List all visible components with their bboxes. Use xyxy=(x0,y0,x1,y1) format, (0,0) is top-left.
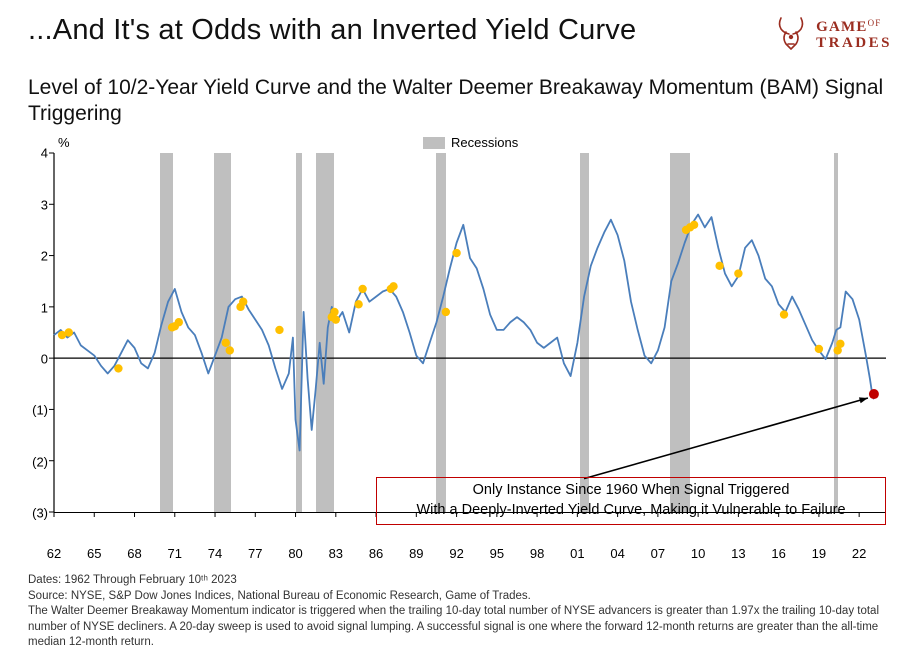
y-axis-unit: % xyxy=(58,135,70,150)
x-tick-label: 98 xyxy=(530,546,544,561)
x-tick-label: 10 xyxy=(691,546,705,561)
x-tick-label: 71 xyxy=(168,546,182,561)
legend-label: Recessions xyxy=(451,135,518,150)
x-tick-label: 07 xyxy=(651,546,665,561)
x-tick-label: 13 xyxy=(731,546,745,561)
x-tick-label: 65 xyxy=(87,546,101,561)
y-tick-label: 3 xyxy=(24,197,48,212)
x-tick-label: 68 xyxy=(127,546,141,561)
callout-line1: Only Instance Since 1960 When Signal Tri… xyxy=(377,481,885,501)
logo-of: OF xyxy=(868,18,882,28)
x-tick-label: 80 xyxy=(288,546,302,561)
x-tick-label: 74 xyxy=(208,546,222,561)
brand-logo: GAMEOF TRADES xyxy=(774,14,892,57)
x-tick-label: 62 xyxy=(47,546,61,561)
y-tick-label: (2) xyxy=(24,454,48,469)
y-tick-label: 1 xyxy=(24,300,48,315)
chart-footer: Dates: 1962 Through February 10ᵗʰ 2023 S… xyxy=(28,573,888,651)
x-tick-label: 86 xyxy=(369,546,383,561)
callout-line2: With a Deeply-Inverted Yield Curve, Maki… xyxy=(377,501,885,521)
callout-annotation: Only Instance Since 1960 When Signal Tri… xyxy=(376,477,886,525)
x-tick-label: 89 xyxy=(409,546,423,561)
x-tick-label: 95 xyxy=(490,546,504,561)
y-tick-label: 4 xyxy=(24,146,48,161)
logo-line1: GAME xyxy=(816,19,867,35)
footer-source: Source: NYSE, S&P Dow Jones Indices, Nat… xyxy=(28,589,888,605)
y-tick-label: (1) xyxy=(24,403,48,418)
y-tick-label: 0 xyxy=(24,352,48,367)
x-tick-label: 83 xyxy=(329,546,343,561)
y-tick-label: (3) xyxy=(24,506,48,521)
yield-curve-chart: % Recessions Only Instance Since 1960 Wh… xyxy=(26,133,896,543)
x-tick-label: 77 xyxy=(248,546,262,561)
bull-icon xyxy=(774,14,808,57)
chart-subtitle: Level of 10/2-Year Yield Curve and the W… xyxy=(0,57,910,128)
x-tick-label: 01 xyxy=(570,546,584,561)
y-tick-label: 2 xyxy=(24,249,48,264)
x-tick-label: 19 xyxy=(812,546,826,561)
x-tick-label: 22 xyxy=(852,546,866,561)
x-tick-label: 16 xyxy=(771,546,785,561)
footer-dates: Dates: 1962 Through February 10ᵗʰ 2023 xyxy=(28,573,888,589)
page-title: ...And It's at Odds with an Inverted Yie… xyxy=(28,14,636,47)
x-tick-label: 04 xyxy=(610,546,624,561)
x-tick-label: 92 xyxy=(449,546,463,561)
legend-swatch xyxy=(423,137,445,149)
footer-description: The Walter Deemer Breakaway Momentum ind… xyxy=(28,604,888,651)
logo-line2: TRADES xyxy=(816,35,892,51)
